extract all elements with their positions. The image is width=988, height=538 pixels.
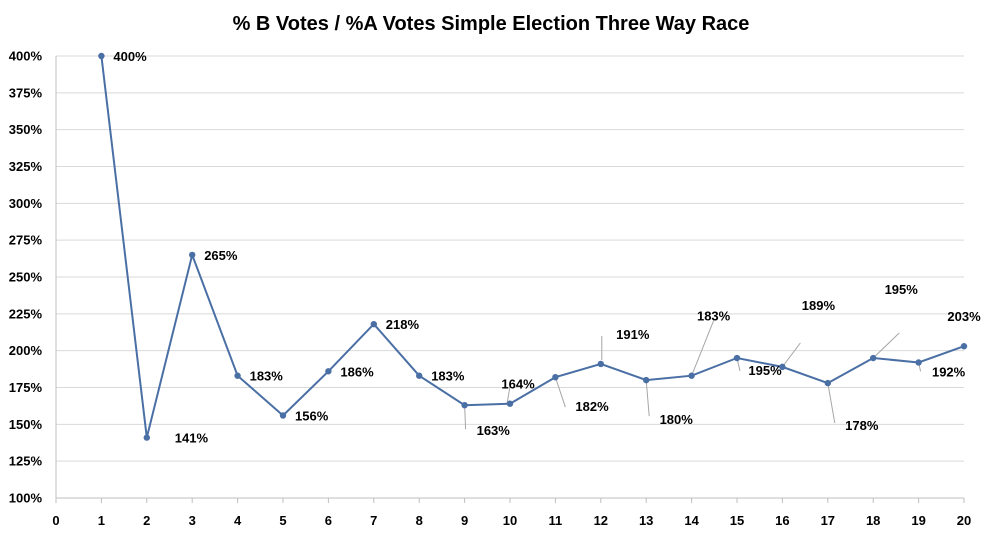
x-tick-label: 7	[370, 513, 377, 528]
data-point	[643, 376, 650, 384]
x-tick-label: 12	[594, 513, 608, 528]
x-tick-label: 15	[730, 513, 744, 528]
data-point	[143, 434, 150, 441]
x-tick-label: 20	[957, 513, 971, 528]
data-label: 178%	[845, 418, 879, 433]
data-label: 180%	[660, 412, 694, 427]
data-label: 195%	[885, 282, 919, 297]
y-tick-label: 275%	[9, 233, 43, 248]
data-label: 141%	[175, 431, 209, 446]
axes	[55, 56, 965, 503]
y-tick-label: 100%	[9, 491, 43, 506]
data-point	[960, 343, 968, 350]
data-label: 203%	[947, 309, 981, 324]
x-tick-label: 17	[821, 513, 835, 528]
data-label-leader	[691, 320, 715, 376]
x-tick-label: 2	[143, 513, 150, 528]
y-tick-label: 200%	[9, 343, 43, 358]
x-tick-label: 16	[775, 513, 789, 528]
data-point	[98, 52, 105, 60]
data-point	[234, 372, 241, 379]
data-point	[279, 412, 287, 419]
x-tick-label: 0	[52, 513, 59, 528]
data-label: 164%	[501, 377, 535, 392]
x-tick-label: 14	[684, 513, 699, 528]
data-label: 265%	[204, 248, 238, 263]
data-label: 163%	[477, 423, 511, 438]
data-point	[552, 373, 559, 381]
x-tick-label: 6	[325, 513, 332, 528]
data-point	[870, 354, 877, 362]
data-label: 191%	[616, 327, 650, 342]
data-point	[416, 372, 423, 379]
chart-title: % B Votes / %A Votes Simple Election Thr…	[233, 13, 750, 35]
data-label-leader	[872, 332, 900, 359]
x-tick-label: 4	[234, 513, 242, 528]
x-tick-label: 9	[461, 513, 468, 528]
x-axis-tick-labels: 0 1 2 3 4 5 6 7 8 9 10 11 12 13 14 15 16 17 18 19 20	[52, 513, 971, 528]
y-tick-label: 225%	[9, 306, 43, 321]
data-point	[915, 359, 922, 366]
x-tick-label: 8	[416, 513, 423, 528]
data-label: 183%	[250, 369, 284, 384]
series-line	[100, 55, 965, 438]
x-tick-label: 10	[503, 513, 517, 528]
data-label: 189%	[802, 298, 836, 313]
x-tick-label: 1	[98, 513, 105, 528]
y-tick-label: 375%	[9, 85, 43, 100]
gridlines	[56, 55, 964, 462]
data-label: 182%	[575, 399, 609, 414]
data-point	[597, 360, 604, 368]
data-point	[325, 368, 332, 375]
y-tick-label: 325%	[9, 159, 43, 174]
x-tick-label: 11	[549, 513, 563, 528]
y-axis-tick-labels: 100% 125% 150% 175% 200% 225% 250% 275% 300% 325%…	[9, 49, 43, 506]
x-tick-label: 3	[189, 513, 196, 528]
data-label: 186%	[340, 364, 374, 379]
y-tick-label: 150%	[9, 417, 43, 432]
data-label: 218%	[386, 317, 420, 332]
data-label: 156%	[295, 408, 329, 423]
x-tick-label: 13	[639, 513, 653, 528]
data-point	[461, 401, 468, 409]
x-tick-label: 18	[866, 513, 880, 528]
data-label-leader	[464, 405, 467, 430]
data-label-leader	[827, 382, 836, 424]
data-label: 195%	[748, 363, 782, 378]
data-labels: 400% 141% 265% 183% 156% 186% 218% 183% 163% 164%…	[113, 49, 981, 446]
y-tick-label: 250%	[9, 270, 43, 285]
data-label-leader	[645, 380, 650, 417]
data-point	[189, 251, 196, 259]
data-point	[370, 320, 377, 328]
data-point	[688, 372, 695, 379]
y-tick-label: 350%	[9, 122, 43, 137]
data-point	[779, 363, 786, 371]
data-label: 192%	[932, 364, 966, 379]
data-label: 183%	[431, 369, 465, 384]
data-label: 183%	[697, 309, 731, 324]
x-tick-label: 5	[279, 513, 286, 528]
y-tick-label: 400%	[9, 49, 43, 64]
y-tick-label: 125%	[9, 454, 43, 469]
data-point	[824, 379, 831, 387]
data-point	[733, 354, 741, 362]
data-label-leader	[782, 342, 801, 368]
data-label: 400%	[113, 49, 147, 64]
x-tick-label: 19	[911, 513, 925, 528]
series	[98, 52, 968, 441]
data-label-leader	[554, 377, 566, 408]
data-label-leader	[506, 386, 511, 404]
y-tick-label: 175%	[9, 380, 43, 395]
data-point	[506, 400, 514, 407]
y-tick-label: 300%	[9, 196, 43, 211]
